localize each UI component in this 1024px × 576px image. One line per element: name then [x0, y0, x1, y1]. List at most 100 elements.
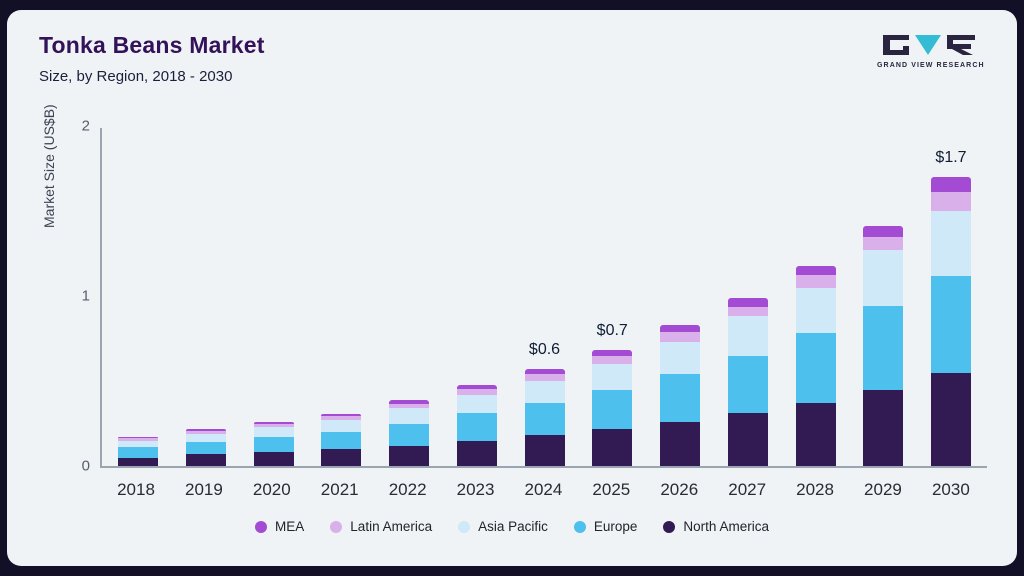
bar-column: $0.7 — [592, 322, 633, 466]
bar-segment — [931, 177, 971, 193]
bar-segment — [660, 374, 700, 422]
legend-label: Latin America — [350, 519, 433, 534]
bar-value-annotation: $0.7 — [596, 321, 628, 339]
page-subtitle: Size, by Region, 2018 - 2030 — [39, 68, 233, 85]
legend-label: Asia Pacific — [478, 519, 548, 534]
chart-card: Tonka Beans Market Size, by Region, 2018… — [7, 10, 1017, 566]
bar-segment — [795, 403, 836, 466]
x-tick-label: 2025 — [592, 480, 631, 499]
x-tick-label: 2022 — [388, 480, 427, 499]
legend-dot-icon — [573, 520, 586, 533]
stacked-bar — [185, 429, 226, 466]
bar-segment — [456, 389, 497, 395]
bar-segment — [118, 447, 158, 458]
bar-segment — [524, 403, 565, 436]
bar-segment — [931, 192, 971, 212]
bar-segment — [253, 452, 294, 466]
bar-segment — [456, 384, 497, 390]
bar-segment — [253, 426, 294, 438]
legend-dot-icon — [255, 520, 268, 533]
bar-segment — [185, 454, 226, 466]
bar-column: $0.6 — [524, 341, 565, 466]
x-tick-label: 2026 — [660, 480, 699, 499]
bar-column — [863, 226, 904, 466]
bar-segment — [321, 449, 362, 466]
bar-segment — [118, 436, 158, 439]
stacked-bar — [524, 369, 565, 466]
bar-segment — [456, 413, 497, 441]
stacked-bar — [118, 436, 158, 466]
bar-value-annotation: $0.6 — [528, 341, 561, 359]
bar-segment — [727, 355, 768, 414]
legend-item: North America — [663, 519, 769, 534]
x-tick-label: 2028 — [796, 480, 834, 499]
bar-segment — [185, 442, 226, 455]
bar-segment — [863, 306, 904, 390]
stacked-bar — [660, 325, 700, 466]
stacked-bar — [456, 384, 497, 466]
bar-segment — [253, 421, 294, 424]
x-tick-label: 2019 — [184, 480, 223, 499]
bar-column — [727, 298, 768, 466]
legend-dot-icon — [458, 520, 471, 533]
gvr-logo-icon — [877, 32, 981, 58]
plot-area: 0 1 2 $0.6 $0.7 $1.7 — [82, 118, 987, 475]
bar-column — [456, 384, 497, 466]
bar-segment — [727, 306, 768, 317]
legend-dot-icon — [330, 520, 343, 533]
stacked-bar — [321, 413, 362, 466]
bar-segment — [863, 236, 904, 251]
bar-segment — [931, 372, 971, 466]
bar-segment — [524, 435, 565, 466]
bar-segment — [321, 413, 362, 417]
legend: MEA Latin America Asia Pacific Europe North … — [7, 519, 1017, 534]
bar-segment — [524, 381, 565, 404]
bar-value-annotation: $1.7 — [935, 149, 967, 166]
x-tick-label: 2018 — [117, 480, 155, 499]
bar-segment — [389, 423, 429, 446]
bar-segment — [795, 275, 836, 288]
bar-column — [321, 413, 362, 466]
bar-segment — [931, 275, 971, 373]
bar-segment — [321, 416, 362, 421]
bar-column — [118, 436, 158, 466]
x-tick-label: 2030 — [931, 480, 970, 499]
y-tick-label: 1 — [81, 287, 90, 305]
x-tick-label: 2027 — [728, 480, 767, 499]
bar-segment — [795, 265, 836, 276]
bar-segment — [660, 332, 700, 342]
chart-area: Market Size (US$B) 0 1 2 $0.6 $0.7 $1.7 2018… — [41, 104, 991, 538]
bar-segment — [389, 400, 429, 404]
x-tick-label: 2023 — [456, 480, 495, 499]
gvr-logo-glyph — [883, 35, 975, 55]
bar-segment — [863, 250, 904, 307]
bar-column — [253, 421, 294, 466]
bar-column: $1.7 — [931, 149, 971, 466]
gvr-logo-text: GRAND VIEW RESEARCH — [877, 62, 985, 69]
bar-segment — [931, 211, 971, 276]
bar-segment — [592, 428, 633, 466]
bar-segment — [795, 287, 836, 334]
gvr-logo: GRAND VIEW RESEARCH — [877, 32, 985, 69]
stacked-bar — [253, 421, 294, 466]
bar-segment — [592, 389, 633, 429]
bars: $0.6 $0.7 $1.7 — [102, 128, 987, 466]
bar-column — [660, 325, 700, 466]
bar-segment — [660, 341, 700, 375]
bar-column — [795, 265, 836, 466]
bar-segment — [456, 440, 497, 466]
x-tick-label: 2021 — [320, 480, 359, 499]
bar-segment — [795, 333, 836, 404]
bar-segment — [185, 429, 226, 432]
bar-segment — [253, 437, 294, 453]
bar-segment — [592, 349, 633, 356]
bar-column — [389, 400, 429, 466]
bar-segment — [118, 440, 158, 448]
x-axis-labels: 2018 2019 2020 2021 2022 2023 2024 2025 2026 2027… — [100, 480, 987, 500]
x-tick-label: 2024 — [524, 480, 563, 499]
legend-item: Europe — [573, 519, 637, 534]
legend-item: Asia Pacific — [458, 519, 548, 534]
bar-segment — [524, 369, 565, 375]
bar-segment — [727, 298, 768, 307]
bar-segment — [456, 394, 497, 414]
